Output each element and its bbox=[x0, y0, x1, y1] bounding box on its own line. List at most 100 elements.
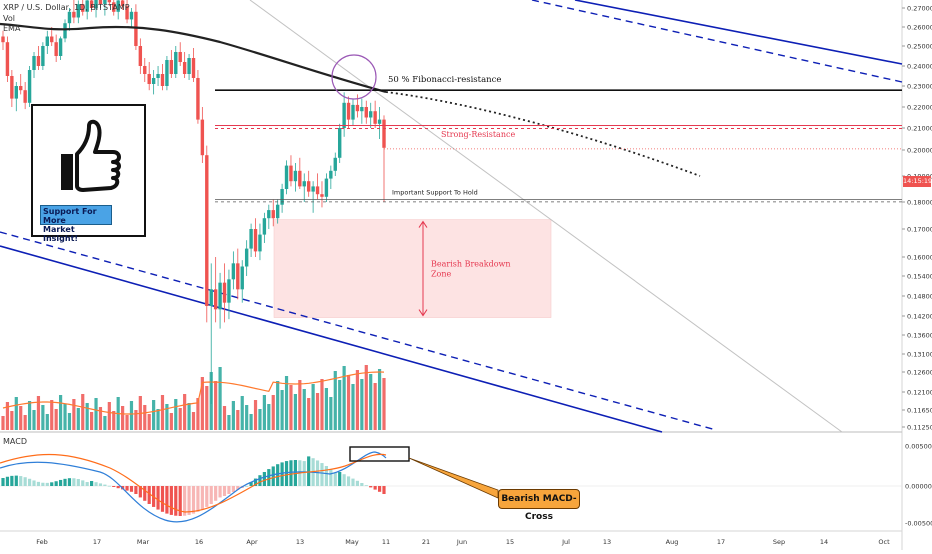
volume-bar bbox=[315, 393, 320, 430]
volume-bar bbox=[165, 404, 169, 430]
volume-bar bbox=[1, 416, 5, 430]
bearish-breakdown-zone bbox=[273, 219, 552, 318]
macd-histogram-bar bbox=[284, 461, 289, 486]
volume-bar bbox=[231, 401, 235, 430]
macd-histogram-bar bbox=[63, 478, 67, 486]
price-tick-label: 0.24000 bbox=[907, 63, 932, 71]
macd-histogram-bar bbox=[218, 486, 222, 498]
volume-bar bbox=[14, 397, 18, 430]
candle-body bbox=[364, 107, 368, 118]
candle-body bbox=[302, 181, 306, 187]
volume-bar bbox=[249, 414, 253, 430]
signal-line bbox=[0, 453, 387, 513]
rejection-highlight-circle bbox=[331, 54, 377, 100]
candle-body bbox=[360, 107, 364, 112]
channel-lower-solid bbox=[0, 245, 663, 433]
macd-callout-pointer bbox=[408, 457, 499, 499]
macd-histogram-bar bbox=[58, 479, 63, 486]
volume-bar bbox=[143, 405, 147, 430]
volume-bar bbox=[267, 404, 271, 430]
candle-body bbox=[275, 204, 280, 219]
volume-bar bbox=[5, 402, 10, 430]
macd-histogram-bar bbox=[249, 482, 253, 486]
candle-body bbox=[98, 0, 103, 5]
candles bbox=[1, 0, 386, 404]
candle-body bbox=[324, 178, 329, 197]
volume-bar bbox=[240, 396, 244, 430]
macd-histogram-bar bbox=[382, 486, 386, 494]
time-tick-label: 21 bbox=[422, 538, 430, 546]
macd-histogram-bar bbox=[50, 482, 54, 486]
candle-body bbox=[306, 181, 311, 192]
candle-body bbox=[311, 186, 315, 192]
volume-bar bbox=[245, 405, 249, 430]
volume-bar bbox=[333, 371, 337, 430]
volume-bar bbox=[324, 388, 329, 430]
volume-bar bbox=[98, 407, 103, 430]
price-tick-label: 0.26000 bbox=[907, 24, 932, 32]
time-tick-label: Apr bbox=[246, 538, 258, 546]
volume-bar bbox=[19, 406, 23, 430]
channel-upper-solid bbox=[574, 0, 903, 65]
candle-body bbox=[138, 46, 143, 66]
volume-moving-average bbox=[2, 371, 385, 415]
volume-bars bbox=[1, 365, 386, 430]
candle-body bbox=[120, 0, 125, 7]
time-tick-label: 15 bbox=[506, 538, 514, 546]
time-tick-label: 17 bbox=[717, 538, 725, 546]
volume-bar bbox=[94, 398, 98, 430]
candle-body bbox=[1, 36, 5, 43]
thumbs-up-icon bbox=[61, 119, 121, 192]
macd-histogram-bar bbox=[174, 486, 178, 516]
candle-body bbox=[244, 248, 249, 267]
volume-bar bbox=[67, 413, 72, 430]
volume-bar bbox=[112, 411, 116, 430]
candle-body bbox=[337, 128, 342, 158]
candle-body bbox=[382, 119, 386, 148]
candle-body bbox=[329, 170, 333, 179]
candle-body bbox=[94, 0, 98, 8]
macd-histogram-bar bbox=[76, 479, 80, 486]
time-axis: Feb 17 Mar 16 Apr 13 May 11 21 Jun 15 Jul 13 Aug 17 Sep… bbox=[36, 538, 890, 546]
macd-histogram-bar bbox=[169, 486, 173, 515]
candle-body bbox=[258, 234, 262, 252]
candle-body bbox=[27, 70, 32, 103]
candle-body bbox=[169, 60, 174, 74]
candle-body bbox=[298, 170, 302, 187]
volume-bar bbox=[200, 377, 204, 430]
macd-histogram-bar bbox=[373, 486, 377, 490]
candle-body bbox=[112, 2, 116, 12]
candle-body bbox=[129, 11, 134, 20]
volume-bar bbox=[41, 405, 45, 430]
price-tick-label: 0.17000 bbox=[907, 226, 932, 234]
volume-bar bbox=[45, 414, 49, 430]
candle-body bbox=[147, 74, 151, 84]
macd-histogram-bar bbox=[165, 486, 169, 514]
volume-bar bbox=[103, 416, 107, 430]
macd-histogram-bar bbox=[107, 485, 111, 487]
support-cta-box[interactable]: Support For More Market Insight! bbox=[40, 205, 112, 243]
price-tick-label: 0.27000 bbox=[907, 5, 932, 13]
candle-body bbox=[14, 86, 18, 99]
macd-histogram-bar bbox=[360, 483, 364, 486]
candle-body bbox=[165, 60, 169, 86]
macd-cross-callout: Bearish MACD-Cross bbox=[498, 489, 580, 522]
macd-tick-label: -0.00500 bbox=[905, 520, 932, 528]
symbol-header: XRP / U.S. Dollar, 1D, BITSTAMP bbox=[3, 3, 130, 12]
candle-body bbox=[209, 289, 213, 306]
candle-body bbox=[280, 189, 284, 205]
macd-histogram-bar bbox=[183, 486, 187, 516]
candle-body bbox=[36, 56, 41, 66]
candle-body bbox=[19, 86, 23, 91]
macd-histogram-bar bbox=[338, 472, 342, 486]
time-tick-label: Mar bbox=[137, 538, 150, 546]
volume-bar bbox=[125, 415, 129, 430]
candle-body bbox=[107, 0, 112, 3]
volume-bar bbox=[320, 379, 324, 430]
candle-body bbox=[125, 6, 129, 20]
candle-body bbox=[271, 210, 275, 219]
candle-body bbox=[315, 186, 320, 195]
candle-body bbox=[58, 38, 63, 56]
